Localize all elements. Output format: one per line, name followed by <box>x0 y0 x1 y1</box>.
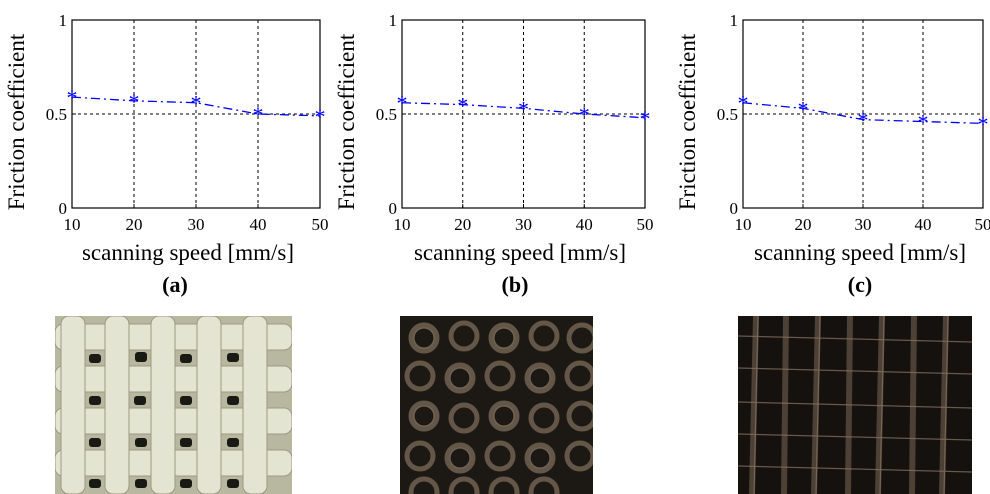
y-axis-label: Friction coefficient <box>4 33 29 210</box>
y-tick-label: 0.5 <box>717 105 738 124</box>
y-tick-label: 0.5 <box>376 105 397 124</box>
y-tick-label: 0 <box>389 199 398 218</box>
data-point-marker: * <box>518 96 529 121</box>
y-tick-label: 0.5 <box>46 105 67 124</box>
data-point-marker: * <box>457 93 468 118</box>
caption-b: (b) <box>501 272 529 297</box>
x-tick-label: 50 <box>975 215 990 234</box>
data-point-marker: * <box>738 91 749 116</box>
x-axis-label: scanning speed [mm/s] <box>82 240 294 265</box>
x-tick-label: 10 <box>394 215 411 234</box>
x-axis-label: scanning speed [mm/s] <box>414 240 626 265</box>
data-point-marker: * <box>397 91 408 116</box>
x-tick-label: 50 <box>637 215 654 234</box>
data-point-marker: * <box>858 108 869 133</box>
panel-a: 10 20 30 40 50 0 0.5 1 scanning speed [mm/s] Fric… <box>0 0 330 494</box>
series-line <box>742 102 984 125</box>
data-point-marker: * <box>640 106 651 131</box>
y-tick-label: 1 <box>389 11 398 30</box>
y-tick-label: 0 <box>730 199 739 218</box>
y-axis-label: Friction coefficient <box>675 33 700 210</box>
data-point-marker: * <box>67 85 78 110</box>
fabric-photo-a <box>55 316 292 494</box>
x-tick-label: 30 <box>515 215 532 234</box>
caption-a: (a) <box>162 272 188 297</box>
series-line <box>401 102 646 119</box>
series-line <box>71 96 321 117</box>
x-tick-label: 20 <box>126 215 143 234</box>
x-tick-label: 20 <box>795 215 812 234</box>
data-point-marker: * <box>191 91 202 116</box>
chart-a: 10 20 30 40 50 0 0.5 1 scanning speed [mm/s] Fric… <box>4 11 329 265</box>
chart-b: 10 20 30 40 50 0 0.5 1 scanning speed [mm/s] Fric… <box>334 11 654 265</box>
data-point-marker: * <box>129 89 140 114</box>
x-tick-label: 10 <box>735 215 752 234</box>
data-point-marker: * <box>918 110 929 135</box>
chart-c: 10 20 30 40 50 0 0.5 1 scanning speed [mm/s] Fric… <box>675 11 990 265</box>
y-tick-label: 1 <box>730 11 739 30</box>
x-tick-label: 40 <box>250 215 267 234</box>
x-tick-label: 50 <box>312 215 329 234</box>
x-tick-label: 40 <box>915 215 932 234</box>
data-point-marker: * <box>798 96 809 121</box>
x-axis-label: scanning speed [mm/s] <box>754 240 966 265</box>
x-tick-label: 30 <box>855 215 872 234</box>
fabric-photo-b <box>400 316 593 494</box>
x-tick-label: 40 <box>576 215 593 234</box>
y-axis-label: Friction coefficient <box>334 33 359 210</box>
y-tick-label: 0 <box>59 199 68 218</box>
x-tick-label: 10 <box>64 215 81 234</box>
x-tick-label: 20 <box>454 215 471 234</box>
panel-c: 10 20 30 40 50 0 0.5 1 scanning speed [mm/s] Fric… <box>660 0 990 494</box>
data-point-marker: * <box>315 104 326 129</box>
data-point-marker: * <box>253 102 264 127</box>
data-point-marker: * <box>579 102 590 127</box>
panel-b: 10 20 30 40 50 0 0.5 1 scanning speed [mm/s] Fric… <box>330 0 660 494</box>
data-point-marker: * <box>978 111 989 136</box>
x-tick-label: 30 <box>188 215 205 234</box>
y-tick-label: 1 <box>59 11 68 30</box>
caption-c: (c) <box>847 272 873 297</box>
fabric-photo-c <box>738 316 972 494</box>
